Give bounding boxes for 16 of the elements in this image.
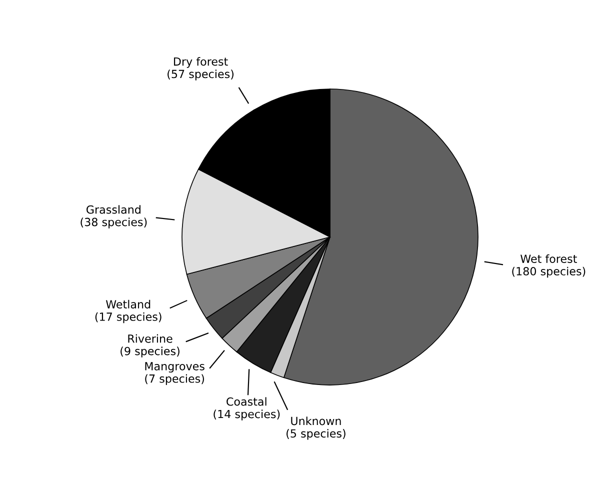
slice-label: Coastal: [226, 397, 266, 406]
slice-label: Grassland: [86, 205, 140, 214]
data-label: (38 species): [80, 218, 147, 228]
slice-label: Mangroves: [145, 362, 204, 373]
data-label: (14 species): [214, 410, 280, 420]
slice-label: Dry forest: [174, 57, 228, 68]
slice-label: Wetland: [106, 300, 150, 308]
slice-label: Riverine: [128, 334, 172, 343]
slice-label: Unknown: [291, 416, 341, 426]
data-label: (17 species): [95, 312, 162, 324]
data-label: (9 species): [120, 346, 180, 358]
slice-label: Wet forest: [520, 254, 577, 263]
data-label: (7 species): [145, 374, 204, 385]
data-label: (57 species): [168, 70, 234, 80]
data-label: (5 species): [286, 429, 346, 440]
data-label: (180 species): [512, 266, 586, 278]
